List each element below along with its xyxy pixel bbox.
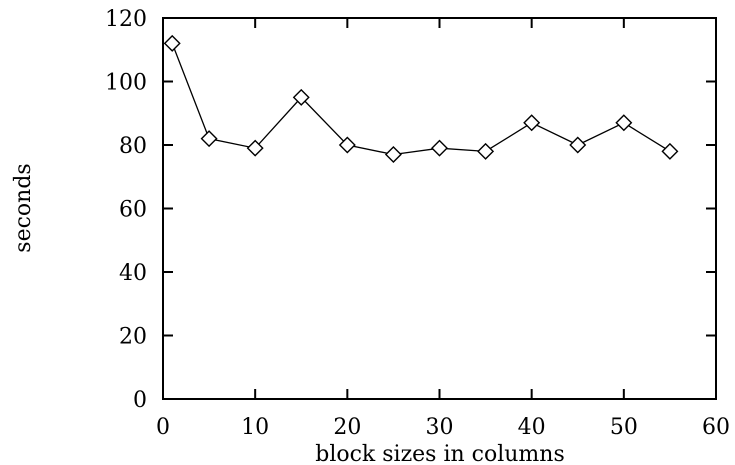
y-tick-labels: 0 20 40 60 80 100 120 — [105, 7, 147, 413]
plot-frame — [162, 17, 717, 400]
y-tick-label-2: 40 — [119, 261, 147, 286]
series-line-0 — [171, 43, 671, 156]
data-point-0-0 — [163, 34, 181, 52]
data-point-0-2 — [246, 139, 264, 157]
y-tick-label-0: 0 — [133, 388, 147, 413]
x-tick-label-5: 50 — [610, 415, 638, 440]
x-tick-label-1: 10 — [241, 415, 269, 440]
data-point-0-7 — [477, 142, 495, 160]
data-point-0-10 — [615, 114, 633, 132]
data-markers — [163, 34, 679, 164]
data-point-0-6 — [431, 139, 448, 157]
x-tick-label-6: 60 — [702, 415, 730, 440]
x-tick-label-4: 40 — [518, 415, 546, 440]
data-point-0-3 — [292, 88, 310, 106]
y-axis-title: seconds — [11, 163, 36, 252]
data-point-0-11 — [661, 142, 679, 160]
x-tick-label-3: 30 — [426, 415, 454, 440]
x-axis-title: block sizes in columns — [315, 442, 565, 465]
x-tick-label-0: 0 — [156, 415, 170, 440]
series-line-group — [171, 43, 671, 156]
data-point-0-8 — [523, 114, 541, 132]
y-tick-label-4: 80 — [119, 134, 147, 159]
x-tick-labels: 0 10 20 30 40 50 60 — [156, 415, 730, 440]
y-tick-label-1: 20 — [119, 325, 147, 350]
axis-ticks — [162, 17, 717, 400]
y-tick-label-3: 60 — [119, 198, 147, 223]
data-point-0-9 — [569, 136, 587, 154]
data-point-0-4 — [338, 136, 356, 154]
x-tick-label-2: 20 — [333, 415, 361, 440]
y-tick-label-6: 120 — [105, 7, 147, 32]
data-point-0-5 — [384, 146, 402, 164]
y-tick-label-5: 100 — [105, 71, 147, 96]
data-point-0-1 — [200, 130, 218, 148]
